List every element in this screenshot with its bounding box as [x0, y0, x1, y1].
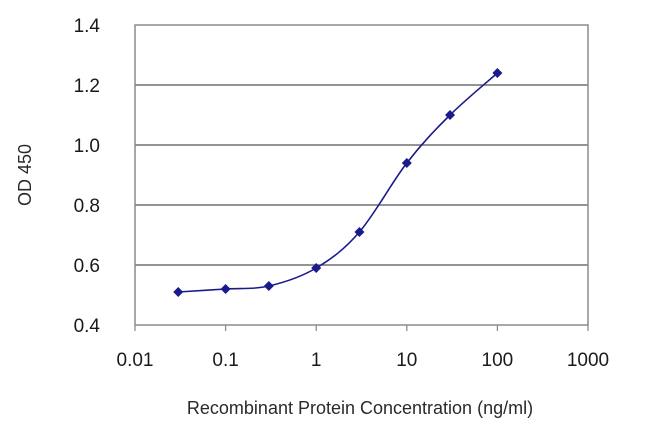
series-line	[178, 72, 498, 293]
y-tick-label: 0.6	[74, 256, 100, 277]
data-point	[220, 284, 231, 294]
y-tick-label: 0.8	[74, 196, 100, 217]
y-tick-label: 1.0	[74, 136, 100, 157]
data-point	[173, 287, 184, 297]
y-axis-labels: 0.4 0.6 0.8 1.0 1.2 1.4	[74, 16, 101, 337]
x-axis-title: Recombinant Protein Concentration (ng/ml…	[187, 398, 533, 418]
y-tick-label: 1.2	[74, 76, 100, 97]
x-tick-label: 0.1	[212, 350, 238, 371]
x-tick-label: 100	[482, 350, 514, 371]
x-tick-label: 1	[311, 350, 322, 371]
y-tick-label: 0.4	[74, 316, 101, 337]
data-point	[263, 281, 274, 291]
x-axis-labels: 0.01 0.1 1 10 100 1000	[117, 350, 610, 371]
series-layer	[173, 68, 503, 297]
x-axis-ticks	[134, 325, 589, 331]
plot-area	[134, 24, 589, 326]
data-point	[401, 158, 412, 168]
gridlines	[135, 84, 588, 266]
x-tick-label: 10	[396, 350, 417, 371]
y-axis-title: OD 450	[15, 144, 35, 206]
x-tick-label: 1000	[567, 350, 609, 371]
data-point	[492, 68, 503, 78]
data-point	[354, 227, 365, 237]
x-tick-label: 0.01	[117, 350, 154, 371]
y-tick-label: 1.4	[74, 16, 101, 37]
data-point	[311, 263, 322, 273]
data-point	[445, 110, 456, 120]
